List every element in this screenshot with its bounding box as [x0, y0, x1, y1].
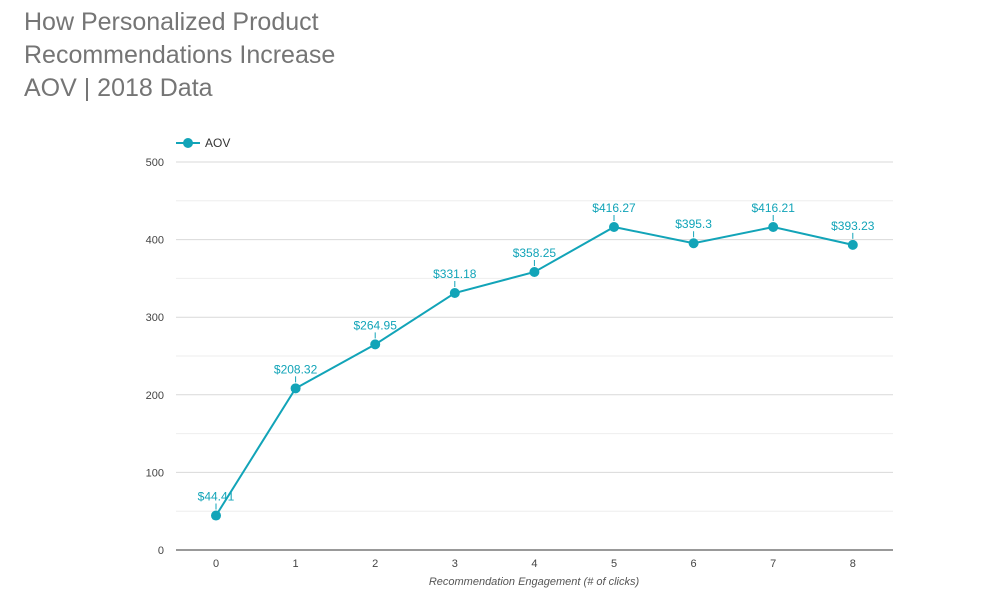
x-tick-label: 2 [372, 558, 378, 570]
data-label: $264.95 [354, 318, 398, 332]
x-axis-ticks: 0 1 2 3 4 5 6 7 8 [213, 558, 856, 570]
x-axis-label: Recommendation Engagement (# of clicks) [429, 576, 640, 588]
data-label: $331.18 [433, 267, 477, 281]
x-tick-label: 0 [213, 558, 219, 570]
data-label: $44.41 [198, 490, 235, 504]
data-point [847, 239, 858, 250]
x-tick-label: 3 [452, 558, 458, 570]
x-tick-label: 4 [531, 558, 537, 570]
data-label: $416.21 [752, 201, 796, 215]
x-tick-label: 1 [293, 558, 299, 570]
y-tick-label: 500 [146, 157, 164, 169]
data-point [211, 510, 221, 521]
y-tick-label: 100 [146, 467, 164, 479]
chart-title-line-3: AOV | 2018 Data [24, 74, 213, 102]
legend-marker [183, 138, 193, 148]
data-point [370, 339, 381, 350]
x-tick-label: 8 [850, 558, 856, 570]
x-tick-label: 7 [770, 558, 776, 570]
y-tick-label: 300 [146, 312, 164, 324]
chart-title-line-1: How Personalized Product [24, 8, 319, 36]
data-point [529, 266, 540, 277]
x-tick-label: 6 [691, 558, 697, 570]
y-tick-label: 200 [146, 390, 164, 402]
data-label: $416.27 [592, 201, 636, 215]
y-tick-label: 400 [146, 235, 164, 247]
gridlines [176, 161, 893, 512]
data-point [449, 288, 460, 299]
y-tick-label: 0 [158, 545, 164, 557]
series-aov [211, 221, 858, 521]
legend-label: AOV [205, 136, 230, 150]
data-label: $358.25 [513, 246, 557, 260]
data-point [609, 221, 619, 232]
data-point [688, 238, 699, 249]
chart-title-line-2: Recommendations Increase [24, 41, 336, 69]
data-label: $395.3 [675, 217, 712, 231]
y-axis-ticks: 0 100 200 300 400 500 [146, 157, 164, 557]
chart-title: How Personalized Product Recommendations… [24, 6, 464, 105]
data-label: $208.32 [274, 362, 318, 376]
legend: AOV [176, 136, 230, 150]
x-tick-label: 5 [611, 558, 617, 570]
data-labels: $44.41 $208.32 $264.95 $331.18 $358.25 $416.2… [198, 201, 875, 510]
data-point [290, 383, 301, 394]
data-point [768, 222, 779, 233]
data-label: $393.23 [831, 219, 875, 233]
